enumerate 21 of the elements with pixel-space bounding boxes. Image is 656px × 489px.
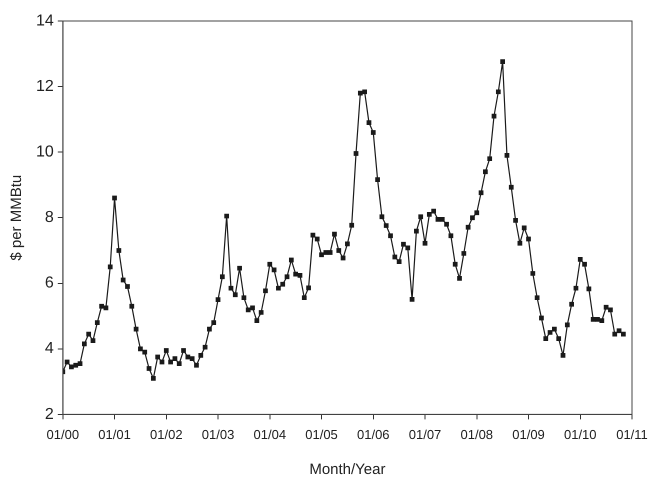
y-axis-title: $ per MMBtu [8,174,26,261]
y-tick-label: 8 [44,209,54,226]
x-axis-title: Month/Year [309,461,386,478]
y-tick-label: 14 [36,12,54,30]
x-tick-label: 01/00 [46,426,80,442]
x-tick-label: 01/04 [254,426,286,442]
x-tick-label: 01/09 [512,426,545,442]
x-tick-label: 01/01 [98,426,131,442]
x-tick-label: 01/02 [150,426,183,442]
x-tick-label: 01/08 [460,426,494,442]
x-tick-label: 01/06 [357,426,390,442]
x-tick-label: 01/05 [305,426,338,442]
x-tick-label: 01/07 [408,426,442,442]
x-tick-label: 01/11 [616,426,648,442]
y-tick-label: 12 [36,78,54,95]
y-tick-label: 2 [44,406,54,423]
y-tick-label: 6 [44,274,54,292]
y-tick-label: 10 [36,144,54,161]
x-tick-label: 01/10 [564,426,597,442]
y-tick-label: 4 [44,340,54,358]
x-tick-label: 01/03 [202,426,234,442]
